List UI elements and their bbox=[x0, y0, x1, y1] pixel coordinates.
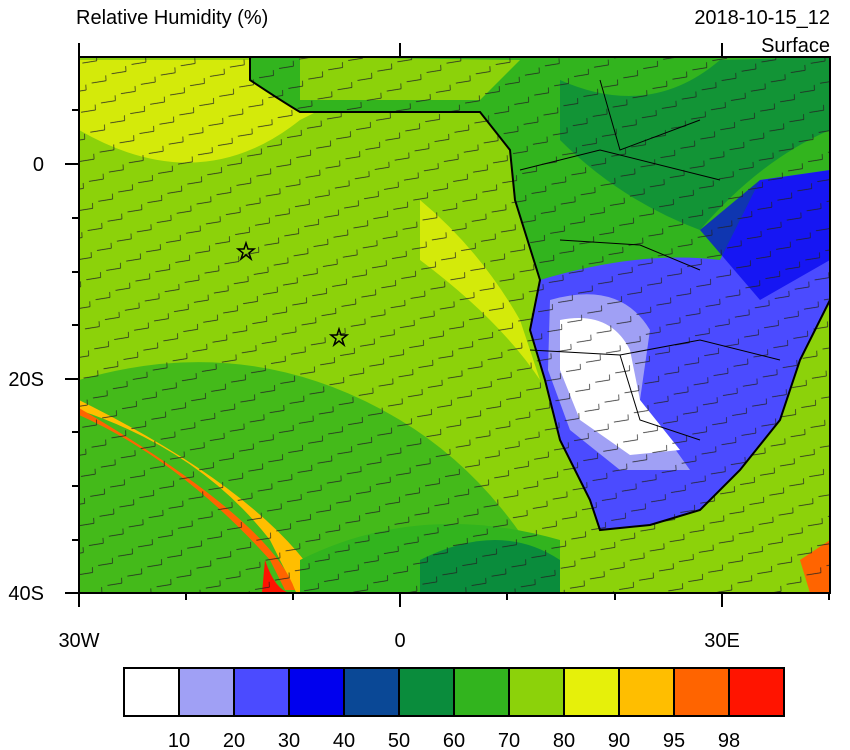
y-label: 20S bbox=[8, 369, 44, 391]
colorbar-box bbox=[233, 667, 290, 717]
colorbar-label: 95 bbox=[663, 730, 685, 750]
colorbar-label: 40 bbox=[333, 730, 355, 750]
colorbar: 10 20 30 40 50 60 70 80 90 95 98 bbox=[123, 667, 785, 750]
colorbar-box bbox=[178, 667, 235, 717]
level: Surface bbox=[761, 35, 830, 57]
colorbar-box bbox=[563, 667, 620, 717]
colorbar-label: 30 bbox=[278, 730, 300, 750]
y-label: 0 bbox=[33, 154, 44, 176]
colorbar-box bbox=[398, 667, 455, 717]
x-label: 30E bbox=[704, 630, 740, 652]
time: 2018-10-15_12 bbox=[694, 7, 830, 29]
colorbar-box bbox=[453, 667, 510, 717]
colorbar-box bbox=[508, 667, 565, 717]
colorbar-label: 90 bbox=[608, 730, 630, 750]
map-field bbox=[79, 57, 830, 593]
axis-ticks bbox=[65, 43, 830, 607]
colorbar-box bbox=[288, 667, 345, 717]
colorbar-label: 80 bbox=[553, 730, 575, 750]
colorbar-box bbox=[728, 667, 785, 717]
x-label: 0 bbox=[394, 630, 405, 652]
y-label: 40S bbox=[8, 583, 44, 605]
axis-labels: 0 20S 40S 30W 0 30E bbox=[8, 154, 739, 652]
title: Relative Humidity (%) bbox=[76, 7, 268, 29]
colorbar-label: 50 bbox=[388, 730, 410, 750]
colorbar-box bbox=[673, 667, 730, 717]
colorbar-box bbox=[343, 667, 400, 717]
colorbar-label: 10 bbox=[168, 730, 190, 750]
colorbar-label: 98 bbox=[718, 730, 740, 750]
colorbar-box bbox=[123, 667, 180, 717]
x-label: 30W bbox=[58, 630, 99, 652]
colorbar-box bbox=[618, 667, 675, 717]
colorbar-label: 20 bbox=[223, 730, 245, 750]
colorbar-label: 70 bbox=[498, 730, 520, 750]
colorbar-label: 60 bbox=[443, 730, 465, 750]
